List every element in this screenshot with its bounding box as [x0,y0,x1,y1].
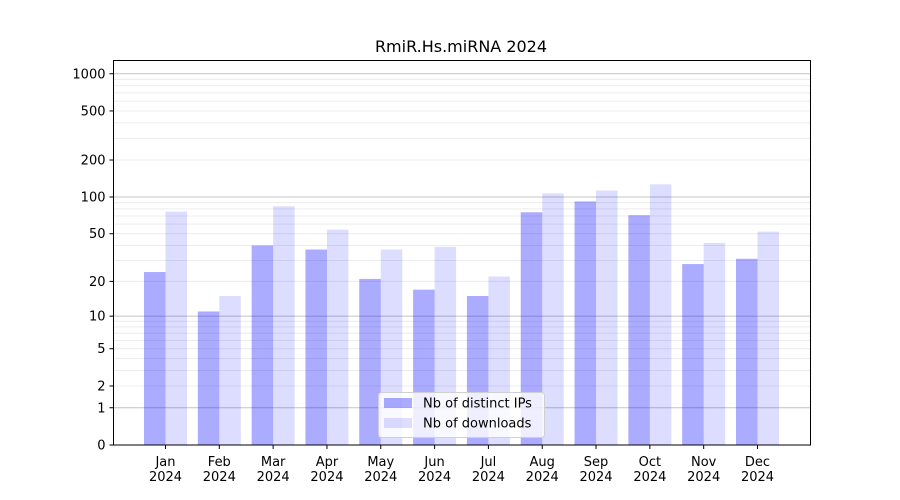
x-tick-label: Mar 2024 [257,455,290,485]
x-tick-label: Jun 2024 [418,455,451,485]
legend-swatch [384,418,412,428]
bar-downloads [703,242,726,445]
y-tick-label: 1000 [72,67,105,82]
bar-downloads [596,190,618,445]
x-tick-label: Oct 2024 [633,455,666,485]
y-tick-label: 5 [97,342,105,357]
x-tick-label: Apr 2024 [310,455,343,485]
x-tick-label: Aug 2024 [526,455,559,485]
legend-label: Nb of downloads [423,417,532,432]
x-axis: Jan 2024 Feb 2024 Mar 2024 Apr 2024 May 2024 Jun 20… [149,445,774,485]
legend-box [378,392,545,438]
y-tick-label: 100 [81,191,106,206]
y-tick-label: 200 [81,154,106,169]
bar-distinct-ips [359,278,381,445]
bar-distinct-ips [682,264,704,445]
bar-downloads [757,231,779,445]
bar-downloads [273,206,295,445]
legend-swatch [384,398,412,408]
bar-distinct-ips [574,201,597,445]
bar-distinct-ips [251,245,274,445]
bar-distinct-ips [520,212,543,445]
chart-title: RmiR.Hs.miRNA 2024 [375,37,547,56]
bar-downloads [219,296,241,445]
y-tick-label: 2 [97,379,105,394]
x-tick-label: Sep 2024 [579,455,612,485]
legend-label: Nb of distinct IPs [423,397,532,412]
bar-distinct-ips [144,272,166,445]
bar-distinct-ips [197,311,220,445]
bar-distinct-ips [628,215,650,445]
bar-distinct-ips [736,258,758,445]
y-tick-label: 1 [97,401,105,416]
y-tick-label: 10 [89,310,106,325]
x-tick-label: Feb 2024 [203,455,236,485]
y-tick-label: 500 [81,104,106,119]
bar-downloads [165,211,187,445]
bar-downloads [326,229,349,445]
x-tick-label: Jan 2024 [149,455,182,485]
legend: Nb of distinct IPs Nb of downloads [378,392,545,438]
y-tick-label: 20 [89,275,106,290]
y-tick-label: 50 [89,227,106,242]
x-tick-label: May 2024 [364,455,397,485]
plot-frame [113,60,811,446]
y-tick-label: 0 [97,439,105,454]
x-tick-label: Dec 2024 [741,455,774,485]
x-tick-label: Nov 2024 [687,455,720,485]
bar-distinct-ips [305,249,327,445]
bar-downloads [649,184,672,445]
y-axis: 0 1 2 5 10 20 50 100 200 500 1000 [72,67,114,454]
bar-downloads [542,193,564,445]
x-tick-label: Jul 2024 [472,455,505,485]
